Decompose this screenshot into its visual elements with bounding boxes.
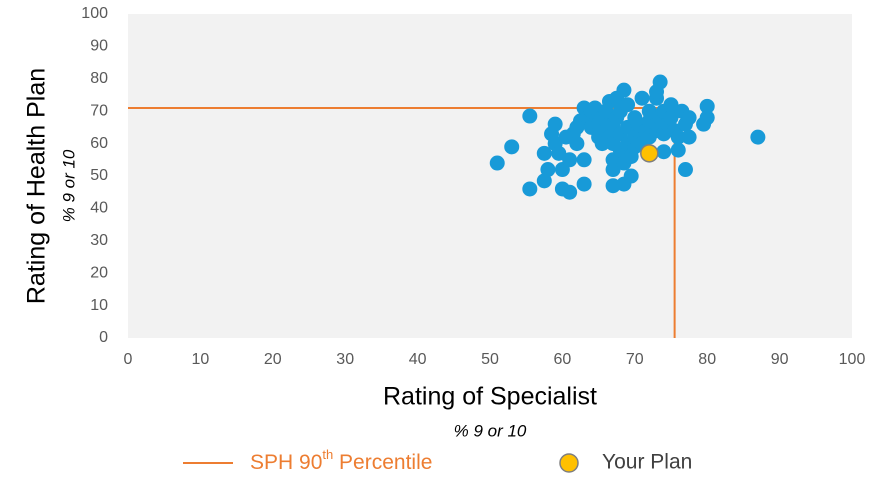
point	[540, 162, 556, 178]
point	[522, 181, 538, 197]
x-tick-label: 50	[481, 351, 499, 368]
point	[489, 155, 505, 171]
legend-label: SPH 90th Percentile	[250, 447, 432, 474]
x-tick-label: 70	[626, 351, 644, 368]
y-tick-label: 80	[90, 70, 108, 87]
legend-label: Your Plan	[602, 451, 692, 474]
y-tick-label: 60	[90, 135, 108, 152]
y-axis-title: Rating of Health Plan	[23, 68, 51, 304]
point	[576, 176, 592, 192]
point	[551, 145, 567, 161]
point	[522, 108, 538, 124]
y-tick-label: 30	[90, 232, 108, 249]
y-axis-subtitle: % 9 or 10	[59, 149, 78, 222]
point	[620, 97, 636, 113]
your-plan-point	[640, 144, 659, 163]
x-tick-label: 0	[124, 351, 133, 368]
point	[677, 162, 693, 178]
plot-area	[128, 14, 852, 338]
point	[681, 129, 697, 145]
x-tick-label: 10	[192, 351, 210, 368]
y-tick-label: 0	[99, 329, 108, 346]
y-tick-label: 70	[90, 102, 108, 119]
point	[652, 74, 668, 90]
point	[562, 152, 578, 168]
y-tick-label: 10	[90, 297, 108, 314]
point	[536, 173, 552, 189]
y-tick-label: 100	[81, 5, 108, 22]
x-axis-title: Rating of Specialist	[383, 383, 597, 411]
point	[504, 139, 520, 155]
point	[699, 98, 715, 114]
y-tick-label: 20	[90, 264, 108, 281]
point	[616, 82, 632, 98]
point	[699, 110, 715, 126]
legend-marker	[559, 453, 579, 473]
x-tick-label: 30	[336, 351, 354, 368]
point	[536, 145, 552, 161]
x-tick-label: 60	[554, 351, 572, 368]
x-axis-subtitle: % 9 or 10	[454, 421, 527, 440]
point	[623, 168, 639, 184]
point	[663, 110, 679, 126]
point	[562, 184, 578, 200]
x-tick-label: 80	[698, 351, 716, 368]
x-tick-label: 20	[264, 351, 282, 368]
point	[663, 97, 679, 113]
point	[670, 129, 686, 145]
point	[681, 110, 697, 126]
x-tick-label: 40	[409, 351, 427, 368]
y-tick-label: 50	[90, 167, 108, 184]
x-tick-label: 100	[839, 351, 866, 368]
x-tick-label: 90	[771, 351, 789, 368]
point	[569, 136, 585, 152]
point	[670, 142, 686, 158]
point	[547, 116, 563, 132]
point	[576, 152, 592, 168]
point	[750, 129, 766, 145]
y-tick-label: 90	[90, 38, 108, 55]
point	[634, 90, 650, 106]
y-tick-label: 40	[90, 200, 108, 217]
point	[656, 144, 672, 160]
